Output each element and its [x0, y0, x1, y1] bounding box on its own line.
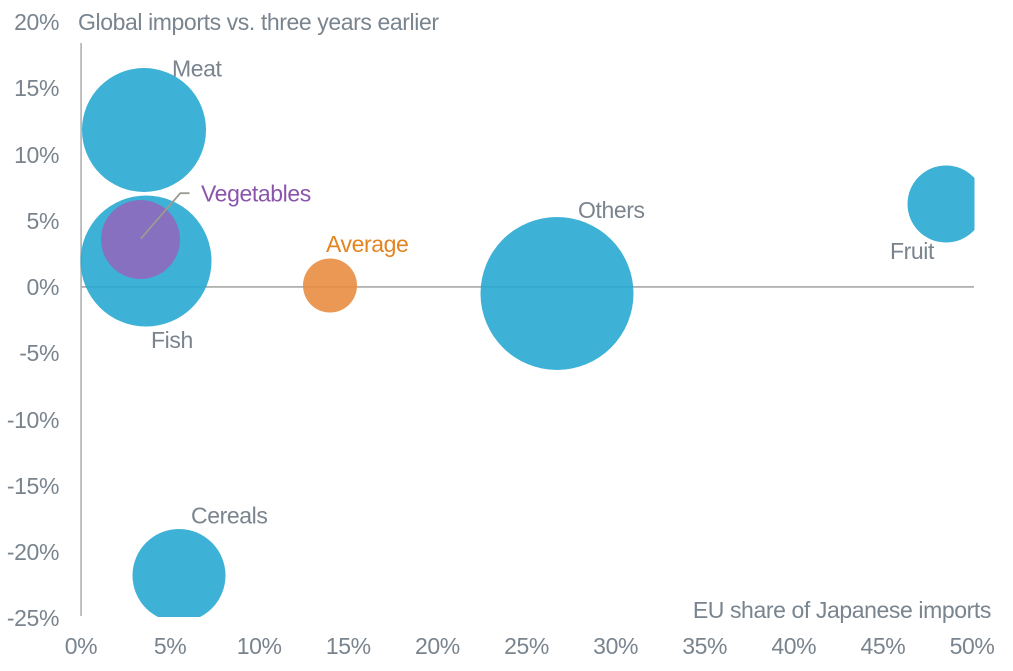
svg-text:-5%: -5%: [19, 340, 59, 366]
svg-text:Meat: Meat: [172, 56, 223, 82]
svg-text:50%: 50%: [950, 633, 995, 659]
svg-text:10%: 10%: [14, 142, 59, 168]
svg-text:15%: 15%: [326, 633, 371, 659]
svg-text:35%: 35%: [682, 633, 727, 659]
svg-text:25%: 25%: [504, 633, 549, 659]
svg-text:0%: 0%: [65, 633, 97, 659]
svg-text:20%: 20%: [415, 633, 460, 659]
svg-text:-10%: -10%: [7, 407, 59, 433]
svg-text:5%: 5%: [27, 208, 59, 234]
svg-text:10%: 10%: [237, 633, 282, 659]
svg-text:5%: 5%: [154, 633, 186, 659]
svg-text:Fruit: Fruit: [890, 238, 935, 264]
svg-text:EU share of Japanese imports: EU share of Japanese imports: [693, 597, 991, 623]
svg-text:30%: 30%: [593, 633, 638, 659]
svg-text:15%: 15%: [14, 75, 59, 101]
svg-text:Average: Average: [326, 231, 408, 257]
svg-text:Cereals: Cereals: [191, 503, 267, 529]
svg-text:Fish: Fish: [151, 327, 193, 353]
svg-text:Vegetables: Vegetables: [201, 181, 311, 207]
svg-text:0%: 0%: [27, 274, 59, 300]
svg-text:-15%: -15%: [7, 473, 59, 499]
svg-text:Global imports vs. three years: Global imports vs. three years earlier: [78, 9, 439, 35]
svg-text:20%: 20%: [14, 9, 59, 35]
svg-text:40%: 40%: [771, 633, 816, 659]
svg-text:Others: Others: [578, 197, 645, 223]
svg-text:-20%: -20%: [7, 539, 59, 565]
svg-text:45%: 45%: [860, 633, 905, 659]
svg-text:-25%: -25%: [7, 605, 59, 631]
